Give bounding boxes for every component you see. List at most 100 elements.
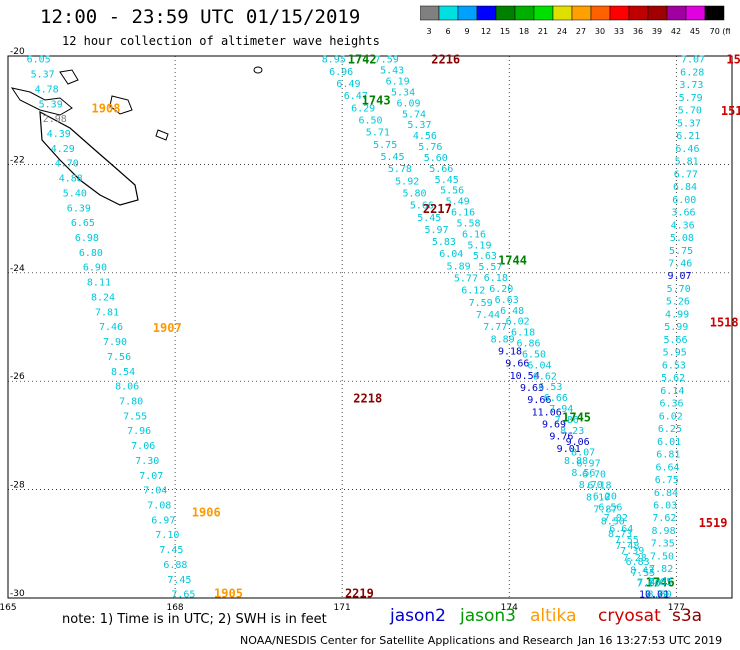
wave-height-label: 3.66 xyxy=(671,208,695,219)
wave-height-label: 5.74 xyxy=(402,109,426,120)
island-outline xyxy=(10,87,73,116)
wave-height-label: 7.45 xyxy=(167,575,191,586)
wave-height-label: 7.86 xyxy=(555,415,579,426)
wave-height-label: 9.69 xyxy=(542,419,566,430)
wave-height-label: 11.06 xyxy=(532,407,562,418)
wave-height-label: 5.79 xyxy=(679,93,703,104)
wave-height-label: 8.23 xyxy=(560,426,584,437)
wave-height-label: 6.75 xyxy=(655,475,679,486)
wave-height-label: 8.10 xyxy=(586,492,610,503)
wave-height-label: 6.16 xyxy=(462,229,486,240)
wave-height-label: 6.81 xyxy=(656,450,680,461)
wave-height-label: 5.71 xyxy=(366,128,390,139)
y-tick-label: -26 xyxy=(10,372,25,382)
wave-height-label: 7.10 xyxy=(155,530,179,541)
wave-height-label: 5.92 xyxy=(395,176,419,187)
island-outline xyxy=(39,110,139,206)
wave-height-label: 6.20 xyxy=(593,491,617,502)
wave-height-label: 6.03 xyxy=(653,501,677,512)
wave-height-label: 9.66 xyxy=(505,359,529,370)
pass-time-label: 1519 xyxy=(699,516,728,530)
wave-height-label: 6.56 xyxy=(598,502,622,513)
pass-time-label: 1744 xyxy=(498,253,527,267)
wave-height-label: 7.46 xyxy=(668,259,692,270)
wave-height-label: 6.46 xyxy=(675,144,699,155)
y-tick-label: -20 xyxy=(10,47,25,57)
wave-height-label: 8.24 xyxy=(91,292,115,303)
wave-height-label: 5.63 xyxy=(473,251,497,262)
wave-height-label: 7.40 xyxy=(637,578,661,589)
colorbar-label: 39 xyxy=(652,27,662,36)
wave-height-label: 7.02 xyxy=(604,513,628,524)
wave-height-label: 8.95 xyxy=(322,55,346,66)
pass-time-label: 2217 xyxy=(423,202,452,216)
wave-height-label: 8.56 xyxy=(571,468,595,479)
colorbar-label: 6 xyxy=(445,27,450,36)
wave-height-label: 7.07 xyxy=(139,471,163,482)
wave-height-label: 5.77 xyxy=(454,274,478,285)
pass-time-label: 2216 xyxy=(431,53,460,67)
wave-height-label: 10.01 xyxy=(639,590,669,601)
wave-height-label: 5.60 xyxy=(424,153,448,164)
wave-height-label: 5.39 xyxy=(39,99,63,110)
wave-height-label: 6.90 xyxy=(83,263,107,274)
wave-height-label: 7.79 xyxy=(645,590,669,601)
wave-height-label: 6.39 xyxy=(67,203,91,214)
y-tick-label: -30 xyxy=(10,589,25,599)
wave-height-label: 5.70 xyxy=(678,106,702,117)
timestamp: Jan 16 13:27:53 UTC 2019 xyxy=(578,634,723,647)
wave-height-label: 8.54 xyxy=(111,367,135,378)
wave-height-label: 7.65 xyxy=(171,590,195,601)
wave-height-label: 5.45 xyxy=(417,213,441,224)
wave-height-label: 5.81 xyxy=(675,157,699,168)
wave-height-label: 7.28 xyxy=(623,553,647,564)
wave-height-label: 8.43 xyxy=(630,565,654,576)
wave-height-label: 5.97 xyxy=(425,225,449,236)
wave-height-label: 5.40 xyxy=(63,188,87,199)
wave-height-label: 8.60 xyxy=(648,590,672,601)
wave-height-label: 7.77 xyxy=(483,322,507,333)
colorbar-label: 45 xyxy=(690,27,700,36)
legend-s3a: s3a xyxy=(672,606,703,626)
wave-height-label: 6.50 xyxy=(522,349,546,360)
wave-height-label: 6.77 xyxy=(674,169,698,180)
wave-height-label: 9.63 xyxy=(520,383,544,394)
wave-height-label: 4.56 xyxy=(413,131,437,142)
wave-height-label: 5.49 xyxy=(446,197,470,208)
wave-height-label: 7.56 xyxy=(107,352,131,363)
wave-height-label: 6.01 xyxy=(657,437,681,448)
wave-height-label: 6.29 xyxy=(351,103,375,114)
wave-height-label: 6.09 xyxy=(396,98,420,109)
wave-height-label: 8.06 xyxy=(115,382,139,393)
wave-height-label: 5.83 xyxy=(432,237,456,248)
wave-height-label: 6.83 xyxy=(626,557,650,568)
wave-height-label: 7.39 xyxy=(620,546,644,557)
wave-height-label: 5.89 xyxy=(447,261,471,272)
wave-height-label: 6.84 xyxy=(673,182,697,193)
wave-height-label: 8.07 xyxy=(571,448,595,459)
wave-height-label: 7.87 xyxy=(593,505,617,516)
wave-height-label: 7.55 xyxy=(123,411,147,422)
y-tick-label: -28 xyxy=(10,481,25,491)
wave-height-label: 7.44 xyxy=(476,310,500,321)
wave-height-label: 6.02 xyxy=(659,411,683,422)
wave-height-label: 5.76 xyxy=(418,142,442,153)
wave-height-label: 5.43 xyxy=(380,66,404,77)
island-outline xyxy=(109,95,133,115)
wave-height-label: 5.58 xyxy=(456,218,480,229)
legend-jason3: jason3 xyxy=(460,606,516,626)
wave-height-label: 4.39 xyxy=(47,129,71,140)
wave-height-label: 8.50 xyxy=(601,517,625,528)
wave-height-label: 6.98 xyxy=(75,233,99,244)
colorbar-label: 24 xyxy=(557,27,567,36)
pass-time-label: 1906 xyxy=(192,505,221,519)
wave-height-label: 7.59 xyxy=(469,298,493,309)
x-tick-label: 177 xyxy=(668,603,685,613)
wave-height-label: 9.66 xyxy=(527,395,551,406)
wave-height-label: 5.78 xyxy=(388,164,412,175)
y-tick-label: -24 xyxy=(10,264,25,274)
wave-height-label: 9.07 xyxy=(667,271,691,282)
wave-height-label: 6.84 xyxy=(654,488,678,499)
wave-height-label: 7.90 xyxy=(103,337,127,348)
wave-height-label: 6.53 xyxy=(662,360,686,371)
